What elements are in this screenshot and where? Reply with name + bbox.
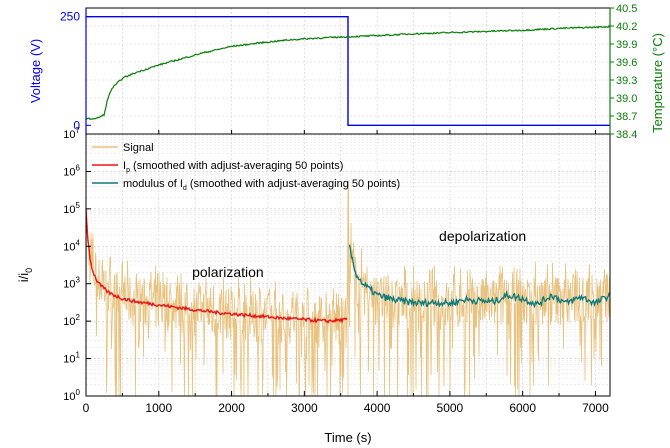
- temperature-tick-label: 39.6: [616, 57, 637, 69]
- annotations: polarization depolarization: [192, 228, 526, 280]
- x-tick-label: 7000: [582, 401, 609, 415]
- legend-label-suffix: (smoothed with adjust-averaging 50 point…: [187, 178, 400, 190]
- x-tick-label: 6000: [509, 401, 536, 415]
- y-tick-base: 10: [63, 391, 75, 403]
- axis-labels: 0 1000 2000 3000 4000 5000 6000 700010010110210…: [16, 3, 665, 445]
- x-tick-label: 5000: [437, 401, 464, 415]
- x-axis-title: Time (s): [324, 430, 371, 445]
- top-panel-series: [86, 16, 610, 126]
- axes: [85, 7, 614, 397]
- voltage-series-line: [86, 16, 610, 126]
- voltage-tick-label: 250: [60, 10, 80, 24]
- y-tick-label: 104: [63, 238, 80, 253]
- y-tick-base: 10: [63, 354, 75, 366]
- y-tick-exponent: 3: [76, 276, 81, 285]
- temperature-tick-label: 39.3: [616, 75, 637, 87]
- y-tick-label: 107: [63, 126, 80, 141]
- legend-label-main: I: [123, 160, 126, 172]
- legend-label: Signal: [123, 142, 154, 154]
- legend: Signal Ip (smoothed with adjust-averaging…: [92, 142, 400, 192]
- y-tick-base: 10: [63, 316, 75, 328]
- temperature-tick-label: 39.9: [616, 39, 637, 51]
- y-tick-label: 100: [63, 388, 80, 403]
- current-axis-title-main: i/i: [16, 273, 31, 283]
- bottom-panel-frame: [85, 133, 611, 397]
- y-tick-base: 10: [63, 204, 75, 216]
- bottom-panel-series: [86, 180, 610, 396]
- temperature-tick-label: 38.7: [616, 111, 637, 123]
- x-tick-label: 0: [83, 401, 90, 415]
- signal-series-line: [86, 180, 610, 396]
- y-tick-label: 103: [63, 276, 80, 291]
- temperature-tick-label: 39.0: [616, 93, 637, 105]
- temperature-tick-label: 40.5: [616, 3, 637, 15]
- x-tick-label: 3000: [291, 401, 318, 415]
- y-tick-exponent: 7: [76, 126, 81, 135]
- temperature-tick-label: 40.2: [616, 21, 637, 33]
- legend-label-suffix: (smoothed with adjust-averaging 50 point…: [130, 160, 343, 172]
- y-tick-base: 10: [63, 279, 75, 291]
- current-axis-title-subscript: 0: [24, 268, 34, 273]
- y-tick-exponent: 6: [76, 163, 81, 172]
- y-tick-base: 10: [63, 166, 75, 178]
- current-axis-title: i/i0: [16, 268, 34, 282]
- temperature-series-line: [86, 24, 610, 121]
- legend-label-main: Signal: [123, 142, 154, 154]
- temperature-tick-label: 38.4: [616, 129, 637, 141]
- y-tick-exponent: 1: [76, 351, 81, 360]
- ip-smoothed-series-line: [86, 208, 348, 324]
- y-tick-exponent: 0: [76, 388, 81, 397]
- legend-label: Ip (smoothed with adjust-averaging 50 po…: [123, 160, 343, 174]
- y-tick-exponent: 2: [76, 313, 81, 322]
- id-smoothed-series-line: [348, 244, 610, 309]
- annotation-label: polarization: [192, 264, 264, 280]
- y-tick-exponent: 5: [76, 201, 81, 210]
- annotation-label: depolarization: [439, 228, 526, 244]
- voltage-axis-title: Voltage (V): [28, 39, 43, 103]
- x-tick-label: 1000: [145, 401, 172, 415]
- legend-label: modulus of Id (smoothed with adjust-aver…: [123, 178, 400, 192]
- voltage-tick-label: 0: [73, 118, 80, 132]
- x-tick-label: 4000: [364, 401, 391, 415]
- y-tick-base: 10: [63, 241, 75, 253]
- legend-label-subscript: p: [126, 167, 130, 174]
- y-tick-exponent: 4: [76, 238, 81, 247]
- legend-label-subscript: d: [183, 185, 187, 192]
- y-tick-label: 101: [63, 351, 80, 366]
- legend-label-main: modulus of I: [123, 178, 183, 190]
- y-tick-base: 10: [63, 129, 75, 141]
- y-tick-label: 106: [63, 163, 80, 178]
- x-tick-label: 2000: [218, 401, 245, 415]
- y-tick-label: 105: [63, 201, 80, 216]
- y-tick-label: 102: [63, 313, 80, 328]
- temperature-axis-title: Temperature (°C): [650, 33, 665, 133]
